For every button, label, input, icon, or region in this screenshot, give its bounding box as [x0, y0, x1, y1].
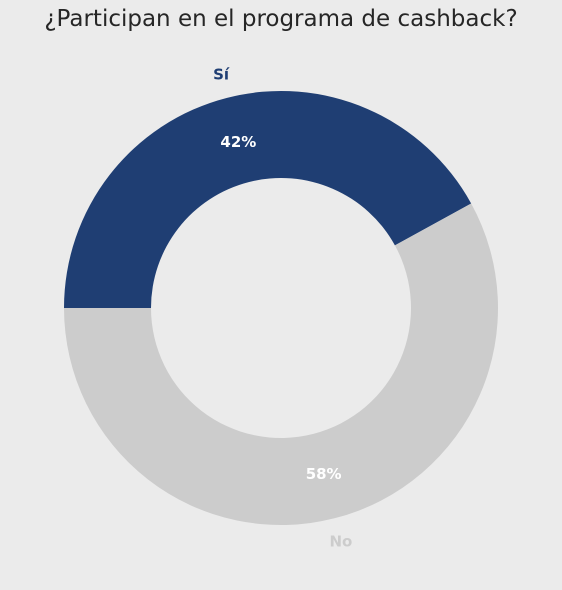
- slice-category-label-1: No: [330, 532, 353, 550]
- slice-category-label-0: Sí: [213, 66, 230, 84]
- chart-title: ¿Participan en el programa de cashback?: [44, 6, 518, 32]
- slice-percent-label-1: 58%: [306, 465, 342, 483]
- donut-slice-0: [64, 91, 472, 309]
- slice-percent-label-0: 42%: [220, 133, 256, 151]
- donut-slice-1: [64, 203, 498, 526]
